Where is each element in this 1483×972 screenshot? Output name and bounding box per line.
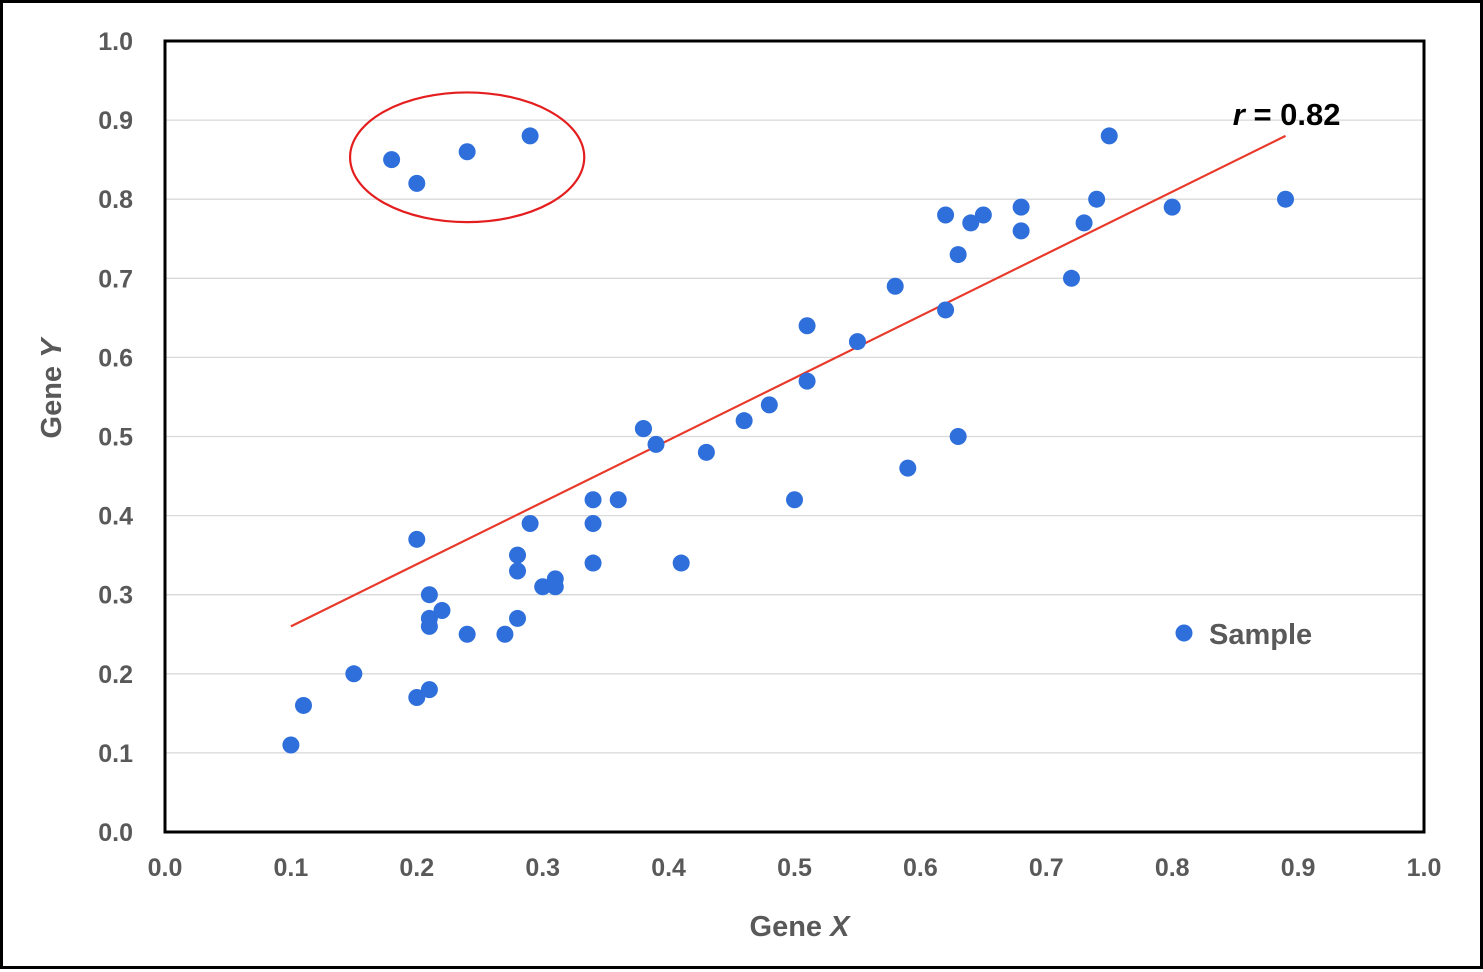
data-point-53: [1277, 190, 1295, 208]
x-tick-label-10: 1.0: [1407, 854, 1442, 882]
data-point-46: [1012, 198, 1030, 216]
x-tick-label-2: 0.2: [399, 854, 434, 882]
data-point-13: [458, 143, 476, 161]
y-tick-label-2: 0.2: [98, 661, 133, 689]
data-point-28: [634, 420, 652, 438]
data-point-1: [294, 696, 312, 714]
data-point-23: [584, 554, 602, 572]
x-axis-title: Gene X: [750, 911, 852, 943]
data-point-0: [282, 736, 300, 754]
data-point-3: [383, 151, 401, 169]
data-point-42: [949, 428, 967, 445]
x-tick-label-6: 0.6: [903, 854, 938, 882]
data-point-52: [1163, 198, 1181, 216]
legend-marker-sample: [1175, 624, 1193, 642]
x-axis-tick-labels: 0.0 0.1 0.2 0.3 0.4 0.5 0.6 0.7 0.8 0.9 1.0: [148, 854, 1442, 882]
data-point-49: [1075, 214, 1093, 232]
y-axis-title-prefix: Gene: [36, 358, 68, 439]
data-point-41: [937, 301, 955, 319]
data-point-25: [584, 515, 602, 533]
correlation-variable: r: [1233, 97, 1247, 132]
y-tick-label-8: 0.8: [98, 186, 133, 214]
data-point-24: [584, 491, 602, 509]
data-point-47: [1012, 222, 1030, 240]
data-point-45: [974, 206, 992, 224]
y-tick-label-1: 0.1: [98, 740, 133, 768]
data-point-14: [496, 625, 514, 643]
x-tick-label-9: 0.9: [1281, 854, 1316, 882]
data-point-51: [1100, 127, 1118, 145]
data-point-18: [521, 515, 539, 533]
gridlines: [165, 119, 1424, 754]
data-point-10: [420, 586, 438, 604]
data-point-19: [521, 127, 539, 145]
data-point-40: [937, 206, 955, 224]
data-point-43: [949, 246, 967, 264]
y-tick-label-6: 0.6: [98, 344, 133, 372]
outlier-highlight-ellipse: [348, 91, 586, 224]
y-tick-label-10: 1.0: [98, 28, 133, 56]
data-point-29: [647, 435, 665, 453]
data-point-17: [509, 546, 527, 564]
correlation-value: = 0.82: [1245, 97, 1341, 132]
plot-area-border: [163, 39, 1426, 834]
x-tick-label-4: 0.4: [651, 854, 686, 882]
x-tick-label-7: 0.7: [1029, 854, 1064, 882]
data-point-22: [546, 578, 564, 596]
x-tick-label-0: 0.0: [148, 854, 183, 882]
data-point-6: [408, 530, 426, 548]
data-point-15: [509, 562, 527, 580]
y-axis-title: Gene Y: [36, 336, 68, 439]
x-tick-label-5: 0.5: [777, 854, 812, 882]
data-point-37: [848, 333, 866, 351]
data-point-30: [672, 554, 690, 572]
y-tick-label-0: 0.0: [98, 819, 133, 847]
data-point-35: [798, 317, 816, 335]
data-point-9: [420, 681, 438, 699]
y-tick-label-3: 0.3: [98, 582, 133, 610]
data-point-50: [1088, 190, 1106, 208]
data-point-32: [735, 412, 753, 430]
data-point-11: [433, 602, 451, 620]
y-tick-label-5: 0.5: [98, 424, 133, 452]
y-tick-label-7: 0.7: [98, 265, 133, 293]
y-axis-title-variable: Y: [36, 336, 68, 358]
data-point-12: [458, 625, 476, 643]
y-tick-label-4: 0.4: [98, 503, 133, 531]
correlation-annotation: r = 0.82: [1233, 97, 1341, 132]
x-tick-label-1: 0.1: [274, 854, 309, 882]
x-tick-label-3: 0.3: [525, 854, 560, 882]
x-axis-title-variable: X: [828, 911, 851, 943]
data-point-5: [408, 174, 426, 192]
trendline: [290, 134, 1286, 628]
scatter-chart: 0.0 0.1 0.2 0.3 0.4 0.5 0.6 0.7 0.8 0.9 1.0 0.0 0.1…: [36, 28, 1442, 943]
data-point-38: [886, 277, 904, 295]
x-axis-title-prefix: Gene: [750, 911, 831, 943]
data-point-8: [420, 617, 438, 635]
data-point-31: [697, 443, 715, 461]
data-points: [282, 127, 1295, 754]
data-point-26: [609, 491, 627, 509]
data-point-16: [509, 609, 527, 627]
data-point-44: [962, 214, 980, 232]
legend-label-sample: Sample: [1209, 619, 1312, 651]
data-point-2: [345, 665, 363, 683]
data-point-36: [798, 372, 816, 390]
y-tick-label-9: 0.9: [98, 107, 133, 135]
data-point-33: [760, 396, 778, 414]
data-point-20: [534, 578, 552, 596]
x-tick-label-8: 0.8: [1155, 854, 1190, 882]
data-point-48: [1062, 269, 1080, 287]
data-point-4: [408, 689, 426, 707]
data-point-39: [899, 459, 917, 477]
legend: Sample: [1175, 619, 1312, 651]
data-point-34: [786, 491, 803, 509]
y-axis-tick-labels: 0.0 0.1 0.2 0.3 0.4 0.5 0.6 0.7 0.8 0.9 1.0: [98, 28, 133, 847]
